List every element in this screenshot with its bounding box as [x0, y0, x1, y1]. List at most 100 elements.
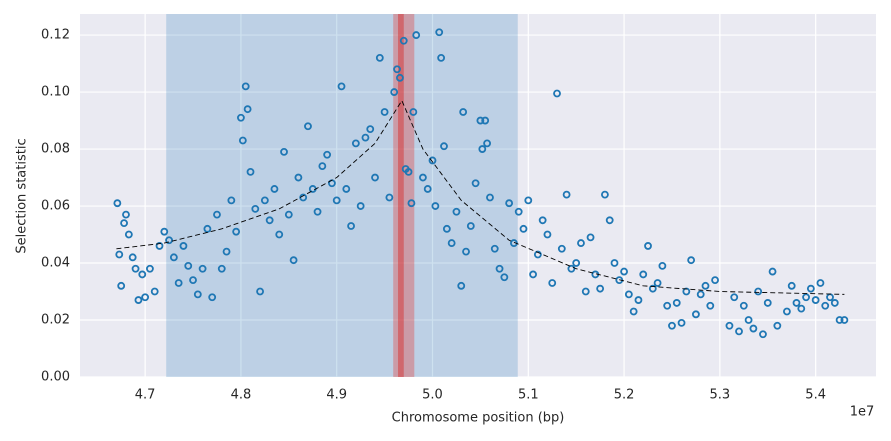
point	[347, 222, 355, 230]
point	[677, 318, 686, 327]
point	[366, 125, 375, 134]
point	[672, 299, 681, 307]
point	[174, 279, 183, 287]
x-tick-label: 4.7	[135, 388, 156, 403]
point	[241, 82, 250, 91]
fit-curve	[116, 99, 845, 295]
point	[342, 185, 351, 193]
span	[398, 14, 404, 377]
y-tick-label: 0.06	[41, 199, 70, 214]
point	[658, 261, 667, 270]
point	[399, 36, 408, 45]
point	[160, 227, 169, 236]
y-tick-label: 0.12	[41, 28, 70, 43]
point	[596, 284, 605, 293]
point	[624, 290, 633, 299]
point	[131, 264, 140, 273]
point	[830, 299, 839, 307]
point	[431, 202, 440, 210]
point	[134, 296, 143, 304]
point	[396, 73, 404, 82]
point	[711, 276, 719, 285]
point	[213, 210, 221, 219]
point	[437, 53, 446, 62]
plot-area	[80, 14, 876, 377]
point	[256, 287, 264, 296]
y-tick-label: 0.08	[41, 142, 70, 157]
point	[232, 227, 241, 236]
point	[409, 108, 418, 116]
point	[243, 105, 252, 114]
point	[629, 307, 638, 316]
point	[725, 321, 734, 330]
point	[169, 253, 178, 262]
point	[553, 89, 561, 98]
point	[117, 281, 126, 290]
point	[644, 242, 652, 250]
point	[385, 193, 394, 202]
point	[423, 185, 432, 193]
point	[505, 199, 514, 208]
point	[533, 250, 542, 259]
point	[375, 53, 384, 62]
x-tick-label: 5.1	[518, 388, 539, 403]
y-tick-label: 0.04	[41, 256, 70, 271]
point	[548, 279, 557, 287]
point	[462, 247, 470, 256]
point	[165, 236, 173, 245]
point	[337, 82, 346, 91]
point	[478, 145, 487, 153]
point	[237, 113, 245, 122]
point	[768, 267, 777, 276]
point	[495, 264, 504, 273]
point	[840, 316, 849, 324]
point	[821, 301, 830, 310]
point	[483, 139, 491, 148]
point	[217, 264, 226, 273]
point	[739, 301, 748, 310]
point	[115, 250, 124, 259]
point	[466, 222, 475, 230]
point	[270, 185, 279, 193]
point	[428, 156, 437, 165]
point	[605, 216, 614, 225]
point	[610, 259, 619, 267]
point	[318, 162, 327, 171]
point	[634, 296, 643, 304]
point	[390, 88, 399, 96]
point	[754, 287, 763, 296]
point	[280, 148, 288, 156]
point	[538, 216, 547, 225]
point	[238, 136, 247, 145]
y-tick-label: 0.10	[41, 85, 70, 100]
point	[124, 230, 133, 239]
point	[543, 230, 552, 239]
point	[457, 281, 466, 290]
point	[524, 196, 533, 205]
point	[514, 207, 523, 216]
point	[706, 301, 715, 310]
point	[653, 279, 662, 287]
span	[393, 14, 415, 377]
x-axis-label: Chromosome position (bp)	[392, 411, 565, 426]
point	[696, 290, 705, 299]
point	[682, 287, 691, 296]
point	[227, 196, 236, 205]
point	[222, 247, 231, 256]
x-tick-label: 5.3	[710, 388, 731, 403]
point	[284, 210, 293, 219]
point	[577, 239, 585, 247]
point	[128, 253, 137, 262]
point	[393, 65, 401, 74]
point	[113, 199, 122, 208]
point	[519, 224, 528, 233]
point	[146, 264, 154, 273]
point	[294, 173, 303, 182]
point	[260, 196, 269, 205]
x-tick-label: 5.4	[805, 388, 826, 403]
point	[787, 281, 796, 290]
point	[150, 287, 159, 296]
x-tick-label: 4.9	[326, 388, 347, 403]
point	[759, 330, 767, 339]
